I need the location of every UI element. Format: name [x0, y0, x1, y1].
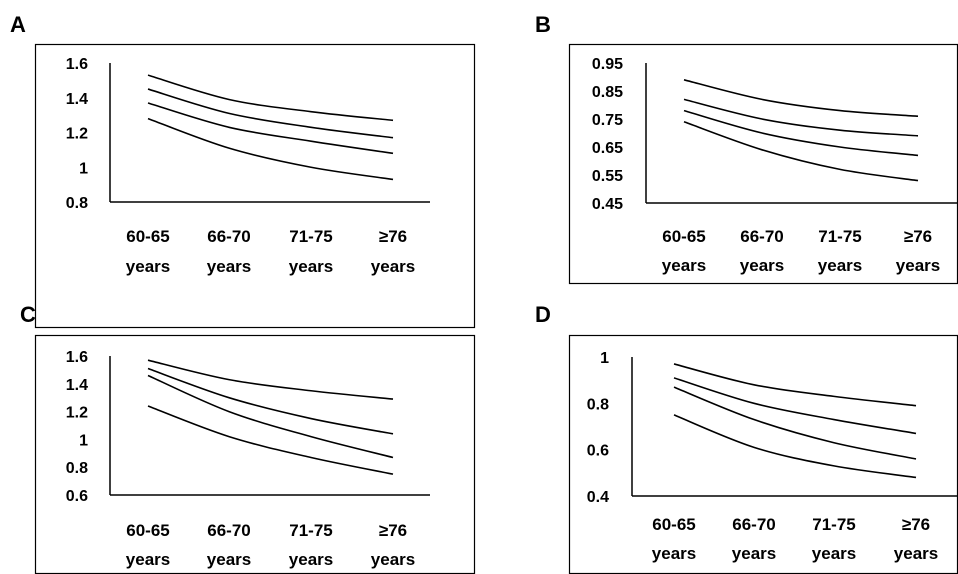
panel-c-series-4-line — [147, 405, 394, 475]
panel-a-category-label: 71-75 — [289, 227, 332, 246]
panel-c-ytick-label: 1.4 — [66, 377, 88, 394]
panel-a: A 1.6 1.4 1.2 1 0.8 60-65 years 66-70 years 71-75 y… — [10, 12, 476, 329]
panel-a-category-label: years — [207, 257, 251, 276]
panel-b-ytick-label: 0.45 — [592, 196, 623, 213]
panel-b-category-label: years — [818, 256, 862, 275]
panel-c-ytick-label: 0.6 — [66, 488, 88, 505]
panel-b-ytick-label: 0.75 — [592, 112, 623, 129]
panel-c-series-3-line — [147, 374, 394, 459]
panel-b-series-1-line — [683, 79, 919, 117]
panel-a-frame — [34, 43, 476, 329]
panel-d-series-4-line — [673, 414, 917, 479]
panel-c-category-label: years — [126, 550, 170, 569]
panel-b-series-4-line — [683, 121, 919, 182]
panel-c-ytick-label: 1 — [79, 432, 88, 449]
panel-a-series-4-line — [147, 117, 394, 181]
panel-a-ytick-label: 0.8 — [66, 195, 88, 212]
panel-a-category-label: years — [289, 257, 333, 276]
panel-d-ytick-label: 1 — [600, 350, 609, 367]
panel-d-category-label: ≥76 — [902, 515, 930, 534]
panel-b-ytick-label: 0.95 — [592, 56, 623, 73]
panel-a-category-label: 60-65 — [126, 227, 169, 246]
panel-d-frame — [568, 334, 958, 574]
panel-c-category-label: 71-75 — [289, 521, 332, 540]
panel-d-ytick-label: 0.6 — [587, 443, 609, 460]
panel-a-category-label: 66-70 — [207, 227, 250, 246]
panel-b-series-3-line — [683, 109, 919, 157]
panel-d-category-label: 66-70 — [732, 515, 775, 534]
panel-d-category-label: 60-65 — [652, 515, 695, 534]
panel-c-ytick-label: 0.8 — [66, 460, 88, 477]
panel-d-series-1-line — [673, 363, 917, 407]
panel-b-category-label: ≥76 — [904, 227, 932, 246]
panel-b-category-label: 60-65 — [662, 227, 705, 246]
panel-b-category-label: 71-75 — [818, 227, 861, 246]
panel-b-category-label: years — [740, 256, 784, 275]
panel-b-ytick-label: 0.55 — [592, 168, 623, 185]
panel-a-series-1-line — [147, 74, 394, 122]
panel-c-frame — [34, 334, 476, 574]
panel-d-series-3-line — [673, 386, 917, 460]
panel-c: C 1.6 1.4 1.2 1 0.8 0.6 60-65 years 66-70 years 71-… — [20, 302, 476, 574]
panel-d-series-2-line — [673, 377, 917, 435]
panel-a-ytick-label: 1.4 — [66, 91, 88, 108]
panel-c-series-1-line — [147, 359, 394, 400]
panel-d: D 1 0.8 0.6 0.4 60-65 years 66-70 years 71-75 year… — [535, 302, 958, 574]
panel-b-ytick-label: 0.85 — [592, 84, 623, 101]
panel-a-ytick-label: 1.2 — [66, 126, 88, 143]
panel-c-category-label: ≥76 — [379, 521, 407, 540]
panel-c-category-label: 66-70 — [207, 521, 250, 540]
panel-c-category-label: 60-65 — [126, 521, 169, 540]
panel-c-ytick-label: 1.2 — [66, 405, 88, 422]
panel-b-ytick-label: 0.65 — [592, 140, 623, 157]
panel-a-series-3-line — [147, 102, 394, 155]
panel-d-ytick-label: 0.4 — [587, 489, 609, 506]
panel-d-category-label: 71-75 — [812, 515, 855, 534]
panel-b-letter: B — [535, 12, 551, 37]
panel-a-category-label: years — [371, 257, 415, 276]
panel-c-category-label: years — [207, 550, 251, 569]
panel-d-category-label: years — [732, 544, 776, 563]
panel-a-ytick-label: 1 — [79, 160, 88, 177]
panel-b-category-label: 66-70 — [740, 227, 783, 246]
panel-c-letter: C — [20, 302, 36, 327]
panel-b-category-label: years — [662, 256, 706, 275]
panel-a-category-label: ≥76 — [379, 227, 407, 246]
panel-c-ytick-label: 1.6 — [66, 349, 88, 366]
panel-d-letter: D — [535, 302, 551, 327]
panel-c-series-2-line — [147, 367, 394, 435]
panel-a-ytick-label: 1.6 — [66, 56, 88, 73]
panel-a-letter: A — [10, 12, 26, 37]
panel-a-series-2-line — [147, 88, 394, 139]
panel-c-category-label: years — [289, 550, 333, 569]
panel-d-category-label: years — [812, 544, 856, 563]
panel-a-category-label: years — [126, 257, 170, 276]
panel-b-category-label: years — [896, 256, 940, 275]
panel-b: B 0.95 0.85 0.75 0.65 0.55 0.45 60-65 years 66-70… — [535, 12, 958, 285]
panel-d-ytick-label: 0.8 — [587, 396, 609, 413]
panel-d-category-label: years — [894, 544, 938, 563]
panel-d-category-label: years — [652, 544, 696, 563]
panel-c-category-label: years — [371, 550, 415, 569]
panel-b-frame — [568, 43, 958, 285]
panel-b-series-2-line — [683, 98, 919, 137]
